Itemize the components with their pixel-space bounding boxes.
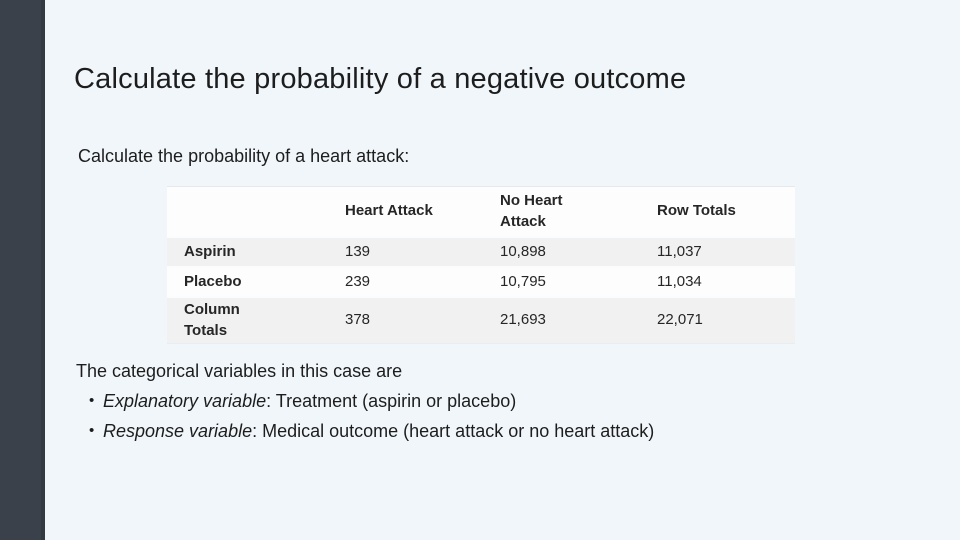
table-row-aspirin: Aspirin 139 10,898 11,037 (167, 236, 795, 267)
cell-aspirin-heart-attack: 139 (345, 242, 371, 260)
slide-accent-bar (0, 0, 45, 540)
table-row-column-totals: Column Totals 378 21,693 22,071 (167, 296, 795, 344)
bullet-text-response: Response variable: Medical outcome (hear… (103, 416, 654, 446)
col-header-no-heart-attack: No Heart Attack (483, 187, 640, 237)
cell-aspirin-no-heart-attack: 10,898 (500, 242, 546, 260)
body-intro: The categorical variables in this case a… (76, 361, 403, 381)
col-header-heart-attack-label: Heart Attack (345, 202, 433, 220)
col-header-heart-attack: Heart Attack (328, 187, 483, 237)
row-label-column-totals: Column Totals (184, 300, 240, 340)
body-text-block: The categorical variables in this case a… (76, 356, 654, 446)
bullet-item-explanatory: • Explanatory variable: Treatment (aspir… (76, 386, 654, 416)
contingency-table: Heart Attack No Heart Attack Row Totals … (167, 186, 795, 344)
cell-aspirin-row-total: 11,037 (657, 242, 702, 260)
bullet-text-explanatory: Explanatory variable: Treatment (aspirin… (103, 386, 516, 416)
bullet-rest-response: : Medical outcome (heart attack or no he… (252, 421, 655, 441)
bullet-icon: • (89, 422, 95, 439)
cell-placebo-row-total: 11,034 (657, 272, 702, 290)
slide-subtitle: Calculate the probability of a heart att… (78, 146, 410, 166)
bullet-list: • Explanatory variable: Treatment (aspir… (76, 386, 654, 446)
cell-totals-no-heart-attack: 21,693 (500, 311, 546, 329)
cell-totals-heart-attack: 378 (345, 311, 371, 329)
col-header-empty (167, 187, 328, 237)
table-row-placebo: Placebo 239 10,795 11,034 (167, 266, 795, 297)
table-header-row: Heart Attack No Heart Attack Row Totals (167, 186, 795, 237)
col-header-no-heart-attack-label: No Heart Attack (500, 191, 563, 231)
bullet-rest-explanatory: : Treatment (aspirin or placebo) (266, 391, 517, 411)
bullet-term-response: Response variable (103, 421, 253, 441)
col-header-row-totals: Row Totals (640, 187, 795, 237)
col-header-row-totals-label: Row Totals (657, 202, 736, 220)
cell-placebo-no-heart-attack: 10,795 (500, 272, 546, 290)
slide-title: Calculate the probability of a negative … (74, 63, 687, 95)
row-label-aspirin: Aspirin (184, 242, 236, 260)
bullet-term-explanatory: Explanatory variable (103, 391, 267, 411)
cell-totals-row-total: 22,071 (657, 311, 703, 329)
cell-placebo-heart-attack: 239 (345, 272, 371, 290)
row-label-placebo: Placebo (184, 272, 242, 290)
bullet-item-response: • Response variable: Medical outcome (he… (76, 416, 654, 446)
bullet-icon: • (89, 392, 95, 409)
